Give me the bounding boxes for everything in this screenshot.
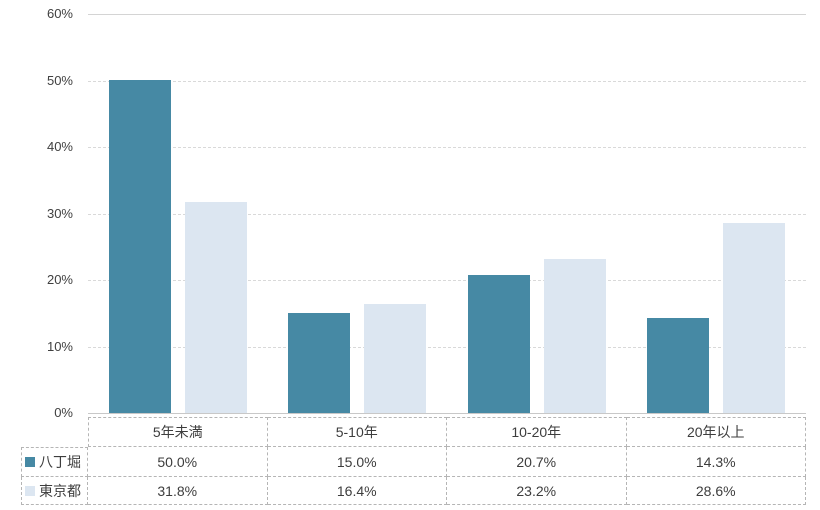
y-tick-label-10: 10%	[46, 339, 73, 354]
value-cell-series1-2: 15.0%	[267, 447, 447, 477]
legend-cell-series1: 八丁堀	[21, 447, 88, 477]
category-cell-2: 5-10年	[267, 417, 447, 447]
value-cell-series1-4: 14.3%	[626, 447, 806, 477]
value-cell-series2-1: 31.8%	[88, 477, 268, 505]
bar-groups	[88, 14, 806, 413]
gridline-20	[88, 280, 806, 281]
y-axis: 60% 50% 40% 30% 20% 10% 0%	[0, 0, 73, 510]
bar-series1-2	[288, 313, 351, 413]
y-tick-label-50: 50%	[46, 73, 73, 88]
gridline-40	[88, 147, 806, 148]
y-tick-label-30: 30%	[46, 206, 73, 221]
category-cell-4: 20年以上	[626, 417, 806, 447]
value-cell-series2-3: 23.2%	[447, 477, 627, 505]
legend-label-series2: 東京都	[39, 482, 81, 499]
y-tick-label-0: 0%	[54, 405, 73, 420]
gridline-60	[88, 14, 806, 15]
bar-series2-1	[184, 202, 247, 413]
legend-label-series1: 八丁堀	[39, 454, 81, 470]
legend-marker-series1	[25, 457, 35, 467]
bar-series2-4	[723, 223, 786, 413]
bar-group-4	[627, 14, 807, 413]
legend-cell-series2: 東京都	[21, 477, 88, 505]
value-cell-series2-2: 16.4%	[267, 477, 447, 505]
gridline-10	[88, 347, 806, 348]
category-cell-1: 5年未満	[88, 417, 268, 447]
plot-area	[88, 14, 806, 414]
bar-series2-3	[543, 259, 606, 413]
bar-series2-2	[364, 304, 427, 413]
y-tick-label-40: 40%	[46, 139, 73, 154]
y-tick-label-60: 60%	[46, 6, 73, 21]
gridline-30	[88, 214, 806, 215]
category-cell-3: 10-20年	[447, 417, 627, 447]
bar-series1-1	[108, 80, 171, 413]
bar-group-3	[447, 14, 627, 413]
gridline-50	[88, 81, 806, 82]
value-cell-series1-1: 50.0%	[88, 447, 268, 477]
bar-group-2	[268, 14, 448, 413]
table-corner-spacer	[21, 417, 88, 447]
value-cell-series1-3: 20.7%	[447, 447, 627, 477]
value-cell-series2-4: 28.6%	[626, 477, 806, 505]
bar-group-1	[88, 14, 268, 413]
bar-series1-4	[647, 318, 710, 413]
y-tick-label-20: 20%	[46, 272, 73, 287]
bar-series1-3	[467, 275, 530, 413]
legend-marker-series2	[25, 485, 35, 496]
data-table: 5年未満 5-10年 10-20年 20年以上八丁堀 50.0% 15.0% 20.7% 14…	[21, 417, 806, 505]
